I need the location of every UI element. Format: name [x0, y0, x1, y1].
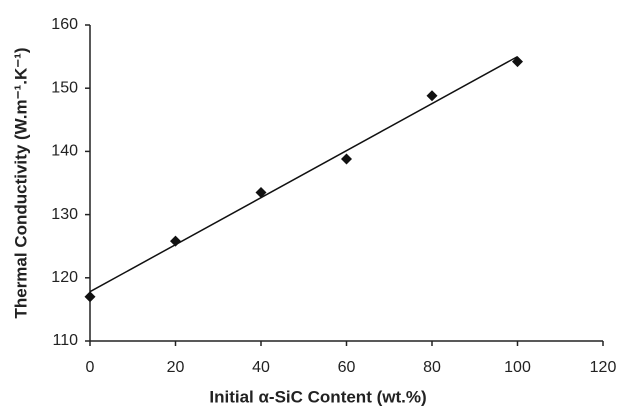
data-point	[512, 56, 523, 68]
x-tick-label: 40	[252, 359, 270, 376]
data-point	[341, 153, 352, 165]
y-tick-label: 160	[51, 16, 78, 33]
y-tick-label: 140	[51, 143, 78, 160]
x-tick-label: 0	[86, 359, 95, 376]
y-axis-title: Thermal Conductivity (W.m⁻¹.K⁻¹)	[11, 47, 30, 318]
data-point	[255, 186, 267, 198]
x-tick-label: 120	[590, 359, 617, 376]
x-tick-label: 60	[338, 359, 356, 376]
data-point	[84, 291, 96, 303]
x-tick-label: 20	[167, 359, 185, 376]
x-tick-label: 100	[504, 359, 531, 376]
data-point	[170, 235, 181, 247]
x-axis-title: Initial α-SiC Content (wt.%)	[209, 387, 426, 406]
trendline	[89, 55, 518, 293]
y-tick-label: 130	[51, 206, 78, 223]
y-tick-label: 120	[51, 269, 78, 286]
x-tick-label: 80	[423, 359, 441, 376]
data-point	[426, 90, 438, 102]
y-tick-label: 110	[52, 332, 78, 349]
y-tick-label: 150	[51, 79, 78, 96]
